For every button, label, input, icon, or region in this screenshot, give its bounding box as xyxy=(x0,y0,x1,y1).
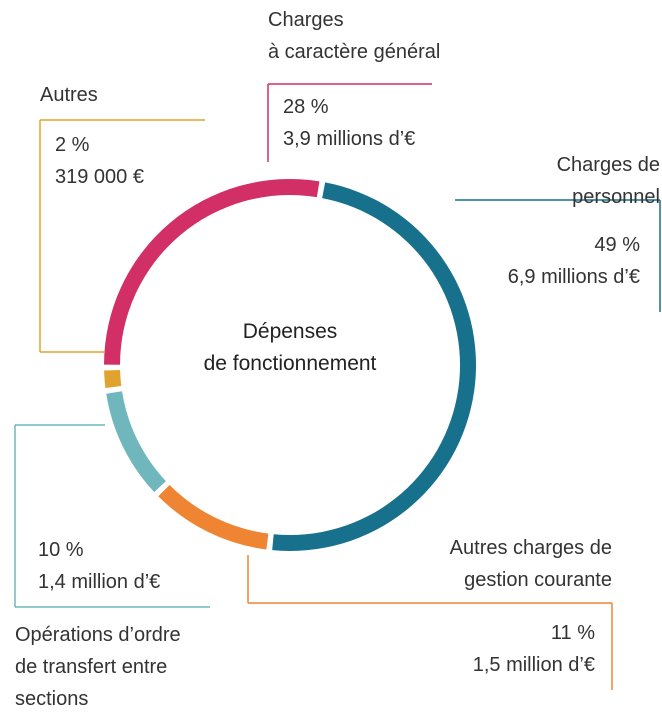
donut-segment xyxy=(104,370,122,388)
value-label: 49 % xyxy=(594,234,640,256)
amount-label: 1,4 million d’€ xyxy=(38,571,161,593)
donut-segment xyxy=(106,391,166,493)
value-label: 2 % xyxy=(55,134,90,156)
category-label: Opérations d’ordre de transfert entre se… xyxy=(15,624,181,710)
amount-label: 319 000 € xyxy=(55,166,144,188)
donut-segment xyxy=(158,484,269,550)
value-label: 28 % xyxy=(283,96,329,118)
amount-label: 3,9 millions d’€ xyxy=(283,128,416,150)
category-label: Charges de personnel xyxy=(556,154,660,208)
value-label: 11 % xyxy=(550,622,595,644)
donut-segment xyxy=(104,179,320,365)
category-label: Autres charges de gestion courante xyxy=(449,537,612,591)
amount-label: 1,5 million d’€ xyxy=(472,654,595,676)
category-label: Charges à caractère général xyxy=(268,9,441,63)
value-label: 10 % xyxy=(38,539,84,561)
chart-title: Dépenses de fonctionnement xyxy=(203,320,377,375)
amount-label: 6,9 millions d’€ xyxy=(507,266,640,288)
category-label: Autres xyxy=(40,84,98,106)
